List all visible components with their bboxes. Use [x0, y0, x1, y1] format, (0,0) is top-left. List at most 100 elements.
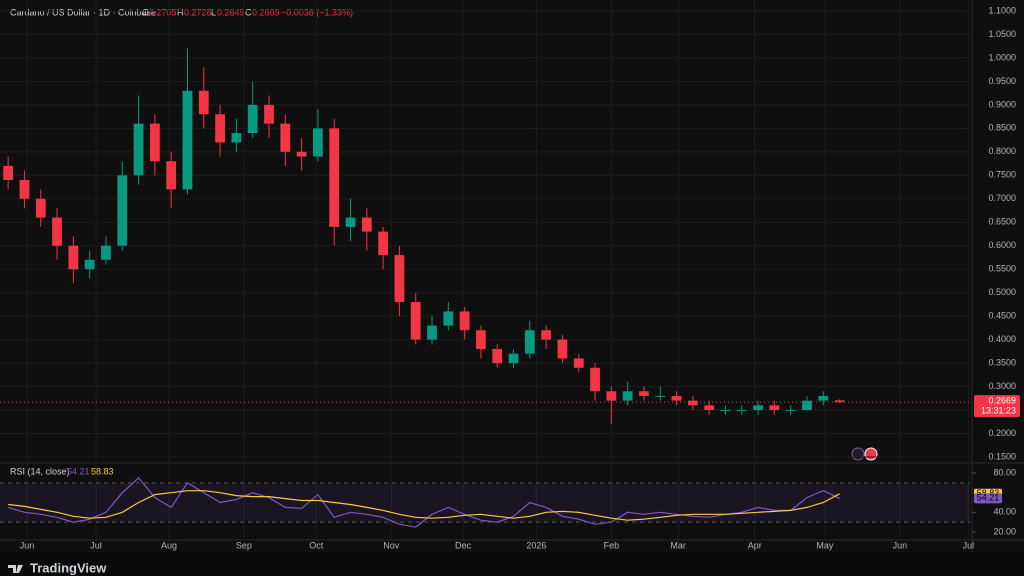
brand-logo	[8, 565, 23, 573]
candle-body	[101, 245, 111, 260]
y-tick-label: 0.4000	[988, 334, 1016, 344]
candle-body	[834, 400, 845, 403]
candle-body	[459, 311, 470, 331]
ohlc-label: C	[245, 7, 252, 17]
candle-body	[84, 259, 95, 270]
rsi-ma-tag-label: 58.83	[977, 488, 1000, 498]
rsi-value: 54.21	[67, 466, 90, 476]
candle-body	[52, 217, 62, 246]
countdown: 13:31:23	[981, 405, 1016, 415]
candle-body	[149, 123, 160, 162]
candle-body	[753, 405, 763, 411]
rsi-tick-label: 20.00	[993, 526, 1016, 536]
y-tick-label: 0.9500	[988, 76, 1016, 86]
candle-body	[687, 400, 698, 406]
candle-body	[557, 339, 568, 359]
y-tick-label: 0.2000	[988, 428, 1016, 438]
x-tick-label: Sep	[236, 540, 252, 550]
x-tick-label: Oct	[309, 540, 324, 550]
y-tick-label: 0.6000	[988, 240, 1016, 250]
candle-body	[492, 348, 503, 364]
x-tick-label: Dec	[455, 540, 472, 550]
ohlc-label: L	[211, 7, 216, 17]
candle-body	[361, 217, 372, 232]
rsi-ma-value: 58.83	[91, 466, 114, 476]
y-tick-label: 0.7500	[988, 170, 1016, 180]
x-tick-label: Jul	[90, 540, 102, 550]
x-tick-label: Apr	[748, 540, 762, 550]
last-price-label: 0.2669	[988, 395, 1016, 405]
candle-body	[378, 231, 388, 256]
rsi-tick-label: 40.00	[993, 507, 1016, 517]
candle-body	[247, 104, 258, 134]
footer	[0, 552, 1024, 576]
close-value: 0.2669	[252, 7, 280, 17]
y-tick-label: 0.8000	[988, 146, 1016, 156]
candle-body	[622, 391, 633, 401]
y-tick-label: 1.0000	[988, 52, 1016, 62]
candle-body	[704, 405, 715, 411]
candle-body	[785, 410, 796, 412]
rsi-ma-line	[8, 490, 840, 521]
y-tick-label: 1.1000	[988, 5, 1016, 15]
candle-body	[345, 217, 356, 227]
candle-body	[231, 133, 242, 143]
candle-body	[573, 358, 584, 368]
y-tick-label: 0.5000	[988, 287, 1016, 297]
y-tick-label: 0.4500	[988, 311, 1016, 321]
x-tick-label: May	[816, 540, 834, 550]
y-tick-label: 0.5500	[988, 264, 1016, 274]
candle-body	[736, 410, 747, 412]
y-tick-label: 0.3000	[988, 381, 1016, 391]
candle-body	[524, 330, 535, 354]
axes: 0.15000.20000.25000.30000.35000.40000.45…	[20, 5, 1016, 550]
candle-body	[215, 114, 225, 143]
candle-body	[541, 330, 552, 340]
candle-body	[117, 175, 128, 246]
candle-body	[410, 302, 421, 340]
candles	[3, 48, 845, 425]
flag-icon[interactable]	[864, 447, 878, 461]
x-tick-label: Aug	[161, 540, 177, 550]
candle-body	[166, 161, 177, 190]
change: −0.0036 (−1.33%)	[281, 7, 353, 17]
x-tick-label: Jun	[20, 540, 35, 550]
rsi-tick-label: 80.00	[993, 467, 1016, 477]
high-value: 0.2728	[184, 7, 212, 17]
candle-body	[508, 353, 519, 364]
candle-body	[476, 330, 486, 349]
candle-body	[590, 367, 600, 392]
candle-body	[329, 128, 340, 227]
brand-name[interactable]: TradingView	[30, 560, 107, 575]
candle-body	[818, 395, 829, 401]
open-value: 0.2705	[149, 7, 177, 17]
symbol: Cardano / US Dollar · 1D · Coinbase	[10, 7, 156, 17]
candle-body	[639, 391, 649, 396]
y-tick-label: 0.9000	[988, 99, 1016, 109]
candle-body	[198, 90, 209, 115]
candle-body	[769, 405, 780, 411]
candle-body	[655, 395, 666, 397]
x-tick-label: Nov	[383, 540, 400, 550]
candle-body	[394, 255, 405, 303]
x-tick-label: 2026	[526, 540, 546, 550]
candle-body	[3, 165, 14, 180]
event-icon[interactable]	[851, 447, 865, 461]
ohlc-label: H	[177, 7, 184, 17]
candle-body	[427, 325, 437, 340]
candle-body	[606, 391, 617, 401]
candle-body	[35, 198, 46, 218]
y-tick-label: 0.6500	[988, 217, 1016, 227]
y-tick-label: 0.3500	[988, 357, 1016, 367]
candle-body	[133, 123, 144, 176]
x-tick-label: Jun	[893, 540, 908, 550]
x-tick-label: Feb	[604, 540, 620, 550]
candle-body	[720, 410, 731, 412]
x-tick-label: Mar	[670, 540, 686, 550]
rsi-tag-box	[974, 493, 1002, 504]
last-price-box	[974, 395, 1020, 418]
candle-body	[313, 128, 323, 157]
rsi-tag-label: 54.21	[977, 493, 1000, 503]
y-tick-label: 0.8500	[988, 123, 1016, 133]
ohlc-label: O	[142, 7, 149, 17]
